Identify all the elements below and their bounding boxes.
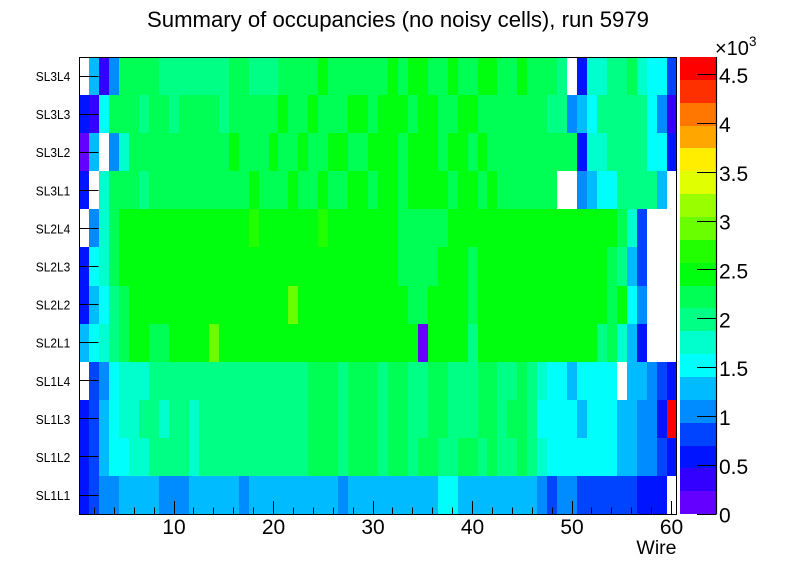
svg-text:SL2L2: SL2L2 (36, 298, 71, 313)
svg-text:3.5: 3.5 (719, 163, 748, 186)
svg-text:0: 0 (719, 505, 731, 528)
svg-text:2.5: 2.5 (719, 260, 748, 283)
svg-text:Summary of occupancies (no noi: Summary of occupancies (no noisy cells),… (147, 7, 649, 32)
svg-text:SL1L1: SL1L1 (36, 488, 71, 503)
svg-text:SL2L1: SL2L1 (36, 336, 71, 351)
svg-text:60: 60 (660, 516, 683, 539)
svg-text:1.5: 1.5 (719, 358, 748, 381)
svg-text:40: 40 (461, 516, 484, 539)
svg-text:×103: ×103 (715, 34, 756, 60)
svg-text:SL2L3: SL2L3 (36, 260, 71, 275)
svg-text:30: 30 (361, 516, 384, 539)
svg-text:SL3L3: SL3L3 (36, 107, 71, 122)
svg-text:SL3L4: SL3L4 (36, 69, 71, 84)
svg-text:50: 50 (560, 516, 583, 539)
svg-text:SL1L2: SL1L2 (36, 450, 71, 465)
svg-text:SL1L3: SL1L3 (36, 412, 71, 427)
svg-text:4.5: 4.5 (719, 65, 748, 88)
svg-text:0.5: 0.5 (719, 456, 748, 479)
svg-text:SL2L4: SL2L4 (36, 221, 71, 236)
svg-text:20: 20 (262, 516, 285, 539)
svg-text:SL3L2: SL3L2 (36, 145, 71, 160)
svg-text:SL1L4: SL1L4 (36, 374, 71, 389)
svg-text:Wire: Wire (636, 537, 676, 559)
svg-text:1: 1 (719, 407, 731, 430)
svg-text:10: 10 (162, 516, 185, 539)
svg-text:SL3L1: SL3L1 (36, 183, 71, 198)
svg-text:2: 2 (719, 309, 731, 332)
svg-text:4: 4 (719, 114, 731, 137)
svg-text:3: 3 (719, 212, 731, 235)
